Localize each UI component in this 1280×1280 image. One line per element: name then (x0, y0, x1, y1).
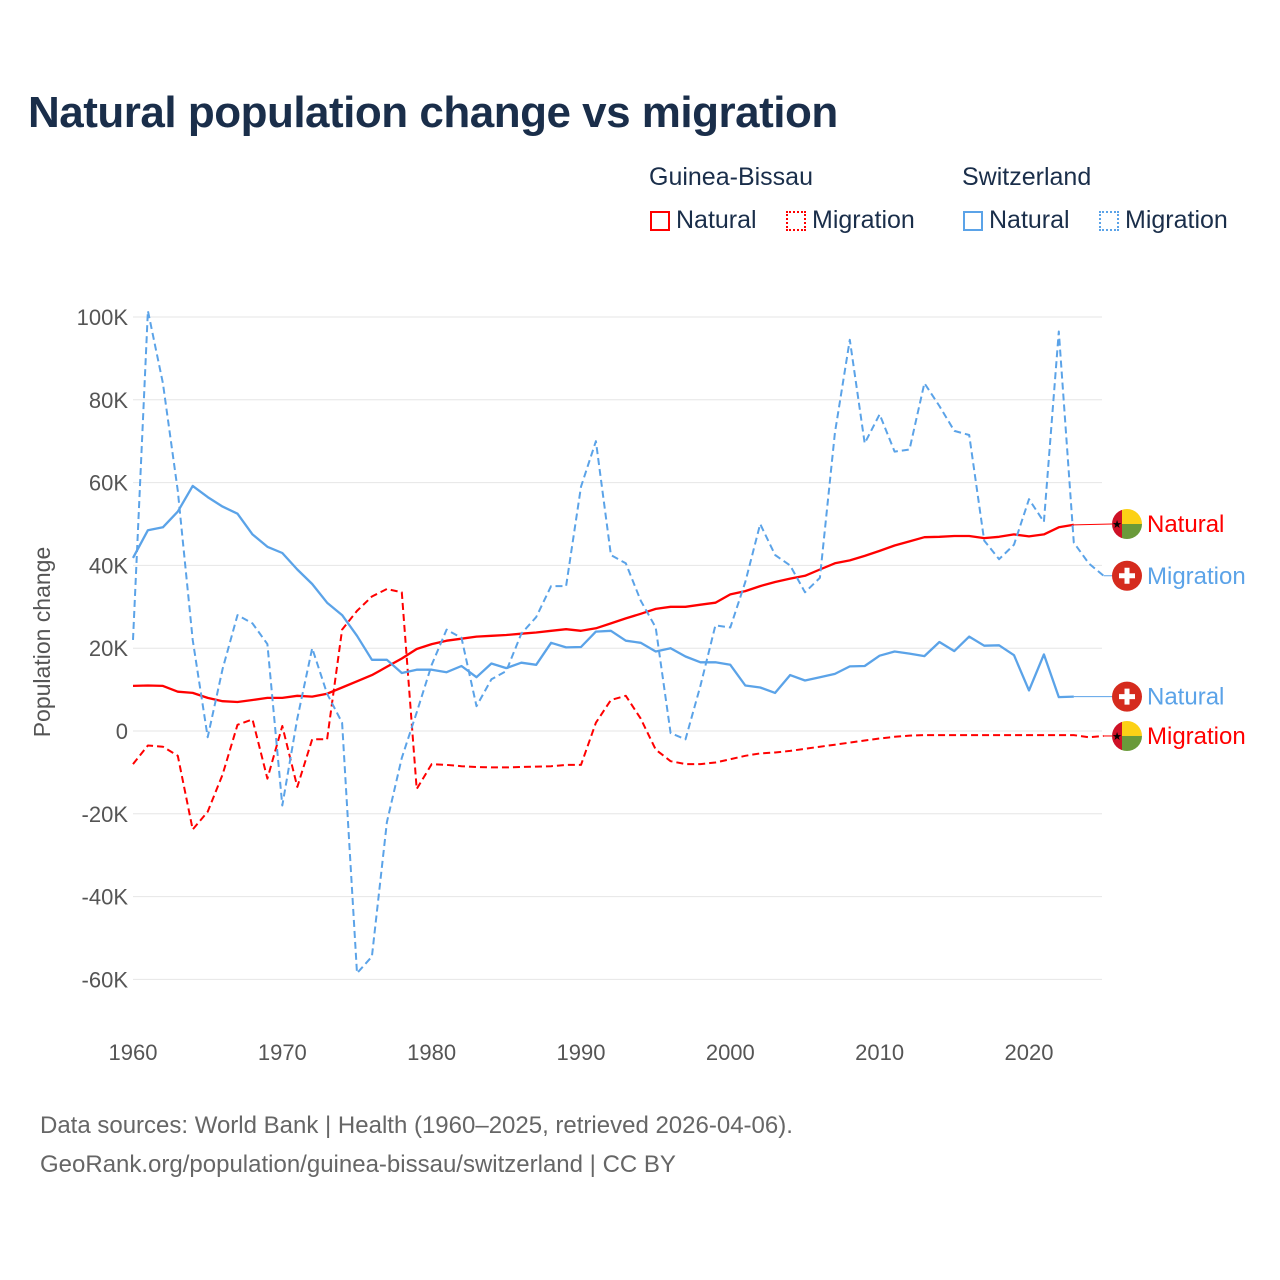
dotted-swatch-icon (1099, 210, 1119, 231)
x-tick-label: 2020 (1005, 1040, 1054, 1065)
y-tick-label: 80K (89, 388, 128, 413)
source-link[interactable]: GeoRank.org/population/guinea-bissau/swi… (40, 1151, 676, 1178)
legend-item-gb-migration[interactable]: Migration (786, 206, 915, 235)
legend-label: Migration (1125, 206, 1228, 234)
series-line-switzerland-migration (132, 309, 1105, 975)
y-tick-label: 20K (89, 636, 128, 661)
switzerland-flag-icon (1112, 560, 1142, 591)
svg-text:★: ★ (1112, 519, 1122, 531)
label-connector (1073, 523, 1113, 526)
switzerland-flag-icon (1112, 681, 1142, 712)
end-label: Natural (1147, 511, 1224, 538)
x-tick-label: 1960 (109, 1040, 158, 1065)
y-tick-label: 40K (89, 553, 128, 578)
end-label: Natural (1147, 684, 1224, 711)
x-tick-label: 1970 (258, 1040, 307, 1065)
legend-label: Natural (989, 206, 1070, 234)
y-tick-label: -20K (82, 802, 129, 827)
legend-item-ch-natural[interactable]: Natural (963, 206, 1070, 235)
legend-group-switzerland: Switzerland (962, 163, 1092, 191)
solid-swatch-icon (963, 210, 983, 231)
solid-swatch-icon (650, 210, 670, 231)
legend-label: Natural (676, 206, 757, 234)
end-label: Migration (1147, 723, 1246, 750)
y-tick-label: 60K (89, 471, 128, 496)
series-line-guinea-bissau-migration (132, 588, 1104, 831)
y-axis-label: Population change (29, 547, 55, 738)
legend-group-guinea-bissau: Guinea-Bissau (649, 163, 813, 191)
chart-title: Natural population change vs migration (28, 88, 838, 137)
series-line-switzerland-natural (131, 484, 1074, 699)
x-tick-label: 1980 (407, 1040, 456, 1065)
y-tick-label: 100K (77, 305, 129, 330)
legend-item-gb-natural[interactable]: Natural (650, 206, 757, 235)
series-line-guinea-bissau-natural (132, 523, 1074, 704)
source-text: Data sources: World Bank | Health (1960–… (40, 1112, 793, 1139)
footer: Data sources: World Bank | Health (1960–… (40, 1106, 793, 1184)
x-tick-label: 2010 (855, 1040, 904, 1065)
end-label: Migration (1147, 563, 1246, 590)
x-tick-label: 2000 (706, 1040, 755, 1065)
guinea-bissau-flag-icon: ★ (1112, 509, 1142, 539)
guinea-bissau-flag-icon: ★ (1112, 720, 1142, 751)
y-tick-label: -60K (82, 967, 129, 992)
y-tick-label: 0 (116, 719, 128, 744)
y-tick-label: -40K (82, 885, 129, 910)
legend-label: Migration (812, 206, 915, 234)
legend-item-ch-migration[interactable]: Migration (1099, 206, 1228, 235)
dotted-swatch-icon (786, 210, 806, 231)
x-tick-label: 1990 (557, 1040, 606, 1065)
svg-text:★: ★ (1112, 731, 1122, 743)
